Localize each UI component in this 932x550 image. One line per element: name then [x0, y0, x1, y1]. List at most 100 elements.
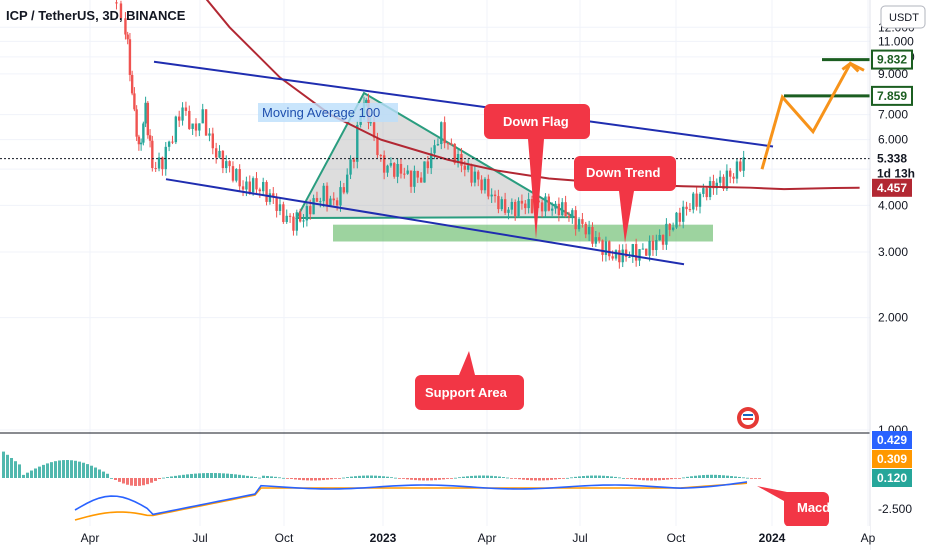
candle-up	[305, 206, 309, 221]
candle-up	[285, 215, 288, 222]
macd-histogram-bar	[622, 477, 625, 479]
candle-up	[561, 202, 564, 216]
macd-histogram-bar	[758, 478, 761, 479]
candle-down	[265, 181, 268, 202]
x-axis-ticks: Apr Jul Oct 2023 Apr Jul Oct 2024 Ap	[81, 531, 876, 545]
candle-up	[268, 193, 272, 202]
candle-down	[161, 157, 164, 170]
macd-histogram-bar	[574, 476, 577, 478]
candle-up	[628, 256, 631, 258]
macd-histogram-bar	[178, 475, 181, 478]
price-badge-box	[871, 85, 913, 106]
macd-histogram-bar	[706, 474, 709, 478]
candle-up	[174, 116, 178, 143]
candle-down	[154, 168, 157, 170]
candle-up	[208, 133, 211, 136]
macd-badge-text: 0.120	[877, 471, 907, 485]
candle-up	[312, 198, 315, 215]
macd-histogram-bar	[518, 478, 521, 480]
macd-histogram-bar	[218, 473, 221, 478]
macd-histogram-bar	[490, 475, 493, 478]
macd-histogram-bar	[50, 462, 53, 478]
candle-down	[115, 2, 118, 4]
candle-down	[372, 122, 376, 138]
candle-down	[137, 136, 141, 145]
macd-histogram-bar	[650, 478, 653, 481]
candle-down	[171, 141, 174, 143]
candle-up	[708, 181, 712, 198]
macd-histogram-bar	[570, 477, 573, 479]
currency-button[interactable]: USDT	[880, 5, 926, 29]
macd-histogram-bar	[634, 478, 637, 480]
x-tick-label: 2023	[370, 531, 397, 545]
callout-support-area-text: Support Area	[425, 385, 508, 400]
candle-down	[722, 176, 725, 189]
macd-histogram-bar	[670, 478, 673, 480]
y-tick-label: 9.000	[878, 67, 908, 81]
macd-histogram-bar	[638, 478, 641, 480]
macd-histogram-bar	[542, 478, 545, 481]
candle-down	[598, 237, 601, 241]
macd-histogram-bar	[402, 478, 405, 479]
macd-histogram-bar	[226, 473, 229, 478]
macd-histogram-bar	[266, 475, 269, 478]
macd-badge-box	[872, 431, 912, 449]
macd-histogram-bar	[126, 478, 129, 485]
macd-histogram-bar	[154, 478, 157, 481]
candle-down	[288, 215, 292, 217]
macd-histogram-bar	[590, 475, 593, 478]
candle-down	[712, 181, 715, 189]
candle-up	[436, 144, 440, 146]
macd-histogram-bar	[702, 475, 705, 478]
candle-up	[594, 237, 598, 244]
candle-down	[325, 185, 329, 206]
candle-down	[688, 209, 692, 211]
macd-histogram-bar	[554, 478, 557, 480]
x-tick-label: Jul	[192, 531, 207, 545]
macd-histogram-bar	[414, 478, 417, 481]
macd-histogram-bar	[134, 478, 137, 486]
candle-down	[188, 110, 191, 129]
candle-down	[567, 215, 571, 218]
price-badge-ma: 4.457	[872, 178, 912, 197]
candle-down	[135, 109, 138, 137]
macd-histogram-bar	[142, 478, 145, 486]
macd-histogram-bar	[626, 478, 629, 479]
macd-histogram-bar	[534, 478, 537, 481]
macd-histogram-bar	[358, 475, 361, 478]
macd-histogram-bar	[194, 473, 197, 478]
callout-moving-average: Moving Average 100	[258, 103, 398, 122]
macd-histogram-bar	[82, 462, 85, 478]
candle-down	[678, 212, 682, 222]
candle-down	[463, 165, 466, 170]
macd-histogram-bar	[438, 478, 441, 480]
candle-up	[142, 123, 145, 143]
candle-up	[692, 193, 695, 210]
candle-down	[584, 223, 587, 235]
candle-down	[292, 216, 295, 231]
macd-histogram-bar	[162, 477, 165, 479]
macd-histogram-bar	[70, 460, 73, 478]
macd-histogram-bar	[558, 478, 561, 480]
macd-histogram-bar	[618, 477, 621, 479]
macd-histogram-bar	[114, 478, 117, 480]
macd-histogram-bar	[494, 476, 497, 478]
candle-up	[510, 201, 514, 210]
macd-histogram-bar	[646, 478, 649, 481]
macd-histogram-bar	[366, 475, 369, 478]
candle-down	[685, 206, 688, 210]
currency-button-label[interactable]: USDT	[889, 12, 919, 24]
macd-histogram-bar	[234, 474, 237, 478]
y-tick-label: 11.000	[878, 34, 914, 48]
macd-histogram-bar	[274, 476, 277, 478]
macd-histogram-bar	[202, 473, 205, 478]
macd-histogram-bar	[198, 473, 201, 478]
candle-up	[735, 161, 739, 179]
x-tick-label: Oct	[667, 531, 686, 545]
macd-histogram-bar	[602, 475, 605, 478]
macd-histogram-bar	[18, 464, 21, 478]
candle-down	[645, 248, 648, 256]
candle-up	[251, 178, 255, 193]
macd-histogram-bar	[62, 460, 65, 478]
macd-badge-text: 0.429	[877, 433, 907, 447]
